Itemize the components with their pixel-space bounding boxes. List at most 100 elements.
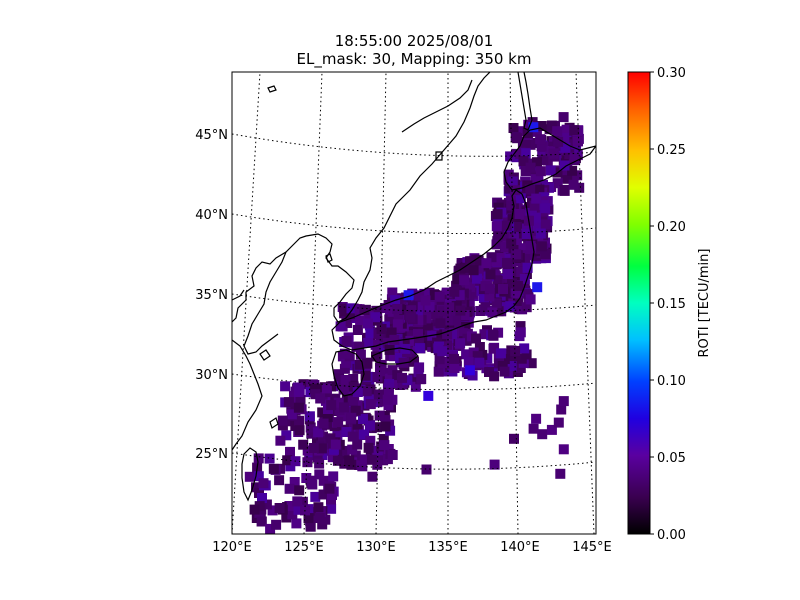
roti-cell <box>333 417 344 428</box>
roti-cell <box>393 313 404 324</box>
roti-cell <box>315 393 326 404</box>
roti-cell <box>538 155 549 165</box>
roti-cell <box>519 273 530 284</box>
roti-cell <box>528 122 539 133</box>
roti-cell <box>352 387 363 397</box>
roti-cell <box>562 173 573 184</box>
roti-cell <box>367 471 378 482</box>
roti-cell <box>326 400 337 411</box>
roti-cell <box>284 483 295 494</box>
coastline-china <box>232 339 263 451</box>
roti-cell <box>302 457 313 468</box>
meridian-120 <box>232 72 261 534</box>
roti-cell <box>413 329 423 340</box>
roti-cell <box>399 338 410 349</box>
roti-cell <box>532 157 542 168</box>
roti-cell <box>352 419 363 430</box>
roti-cell <box>267 505 278 516</box>
roti-cell <box>511 249 522 260</box>
roti-cell <box>382 337 393 348</box>
roti-cell <box>499 366 510 377</box>
roti-cell <box>534 184 545 195</box>
roti-cell <box>304 411 315 422</box>
roti-cell <box>282 455 293 466</box>
roti-cell <box>433 366 444 377</box>
roti-cell <box>525 207 536 218</box>
roti-cell <box>546 120 557 131</box>
roti-cell <box>546 424 557 435</box>
meridian-130 <box>375 72 387 534</box>
roti-cell <box>298 439 309 450</box>
roti-cell <box>329 406 339 416</box>
roti-cell <box>487 329 498 340</box>
roti-cell <box>512 133 523 144</box>
roti-cell <box>472 273 482 284</box>
roti-cell <box>324 483 335 494</box>
roti-cell <box>251 482 261 493</box>
roti-cell <box>463 357 474 368</box>
roti-cell <box>305 520 316 531</box>
roti-cell <box>387 450 398 460</box>
roti-cell <box>305 422 316 433</box>
roti-cell <box>537 212 548 223</box>
roti-cell <box>525 241 536 251</box>
roti-cell <box>495 348 506 359</box>
roti-cell <box>409 356 419 367</box>
coastline-kyushu <box>331 349 365 397</box>
roti-cell <box>336 411 347 422</box>
roti-cell <box>455 305 466 316</box>
lat-tick-45: 45°N <box>195 128 228 143</box>
lon-tick-145: 145°E <box>572 540 612 555</box>
roti-cell <box>415 322 426 333</box>
roti-cell <box>383 382 394 393</box>
roti-cell <box>492 275 503 286</box>
roti-cell <box>559 185 570 196</box>
roti-cell <box>507 176 518 187</box>
roti-cell <box>286 409 297 420</box>
roti-cell <box>491 256 502 267</box>
roti-cell <box>297 496 308 507</box>
roti-cell <box>449 286 460 297</box>
roti-cell <box>504 183 515 194</box>
coastline-mainland <box>232 72 491 323</box>
roti-cell <box>352 325 363 335</box>
roti-cell <box>515 327 526 338</box>
roti-cell <box>556 404 567 415</box>
roti-cell <box>492 209 503 220</box>
roti-cell <box>280 381 291 392</box>
roti-cell <box>467 370 478 381</box>
roti-cell <box>341 316 352 327</box>
roti-cell <box>271 519 282 530</box>
roti-cell <box>316 443 327 454</box>
roti-cell <box>414 290 425 301</box>
roti-cell <box>535 166 546 177</box>
roti-cell <box>514 209 525 219</box>
roti-cell <box>372 422 382 433</box>
parallel-25 <box>232 452 596 470</box>
roti-cell <box>535 228 546 239</box>
roti-cell <box>424 337 435 348</box>
roti-cell <box>519 343 530 354</box>
roti-cell <box>434 354 445 365</box>
roti-cell <box>464 365 475 376</box>
roti-cell <box>379 440 390 451</box>
roti-cell <box>314 513 325 523</box>
roti-cell <box>253 471 264 482</box>
colorbar-label: ROTI [TECU/min] <box>697 249 712 358</box>
roti-cell <box>310 491 321 502</box>
roti-cell <box>442 340 452 351</box>
roti-cell <box>491 298 502 309</box>
roti-cell <box>339 445 350 456</box>
roti-cell <box>507 352 518 362</box>
roti-cell <box>285 461 296 472</box>
roti-cell <box>553 136 564 147</box>
roti-cell <box>529 200 540 211</box>
roti-cell <box>340 375 351 385</box>
roti-cell <box>308 443 319 453</box>
roti-cell <box>461 349 472 360</box>
roti-cell <box>502 269 513 279</box>
roti-cell <box>536 141 547 152</box>
roti-cell <box>559 160 570 171</box>
roti-cell <box>403 290 414 301</box>
roti-cell <box>510 185 520 196</box>
